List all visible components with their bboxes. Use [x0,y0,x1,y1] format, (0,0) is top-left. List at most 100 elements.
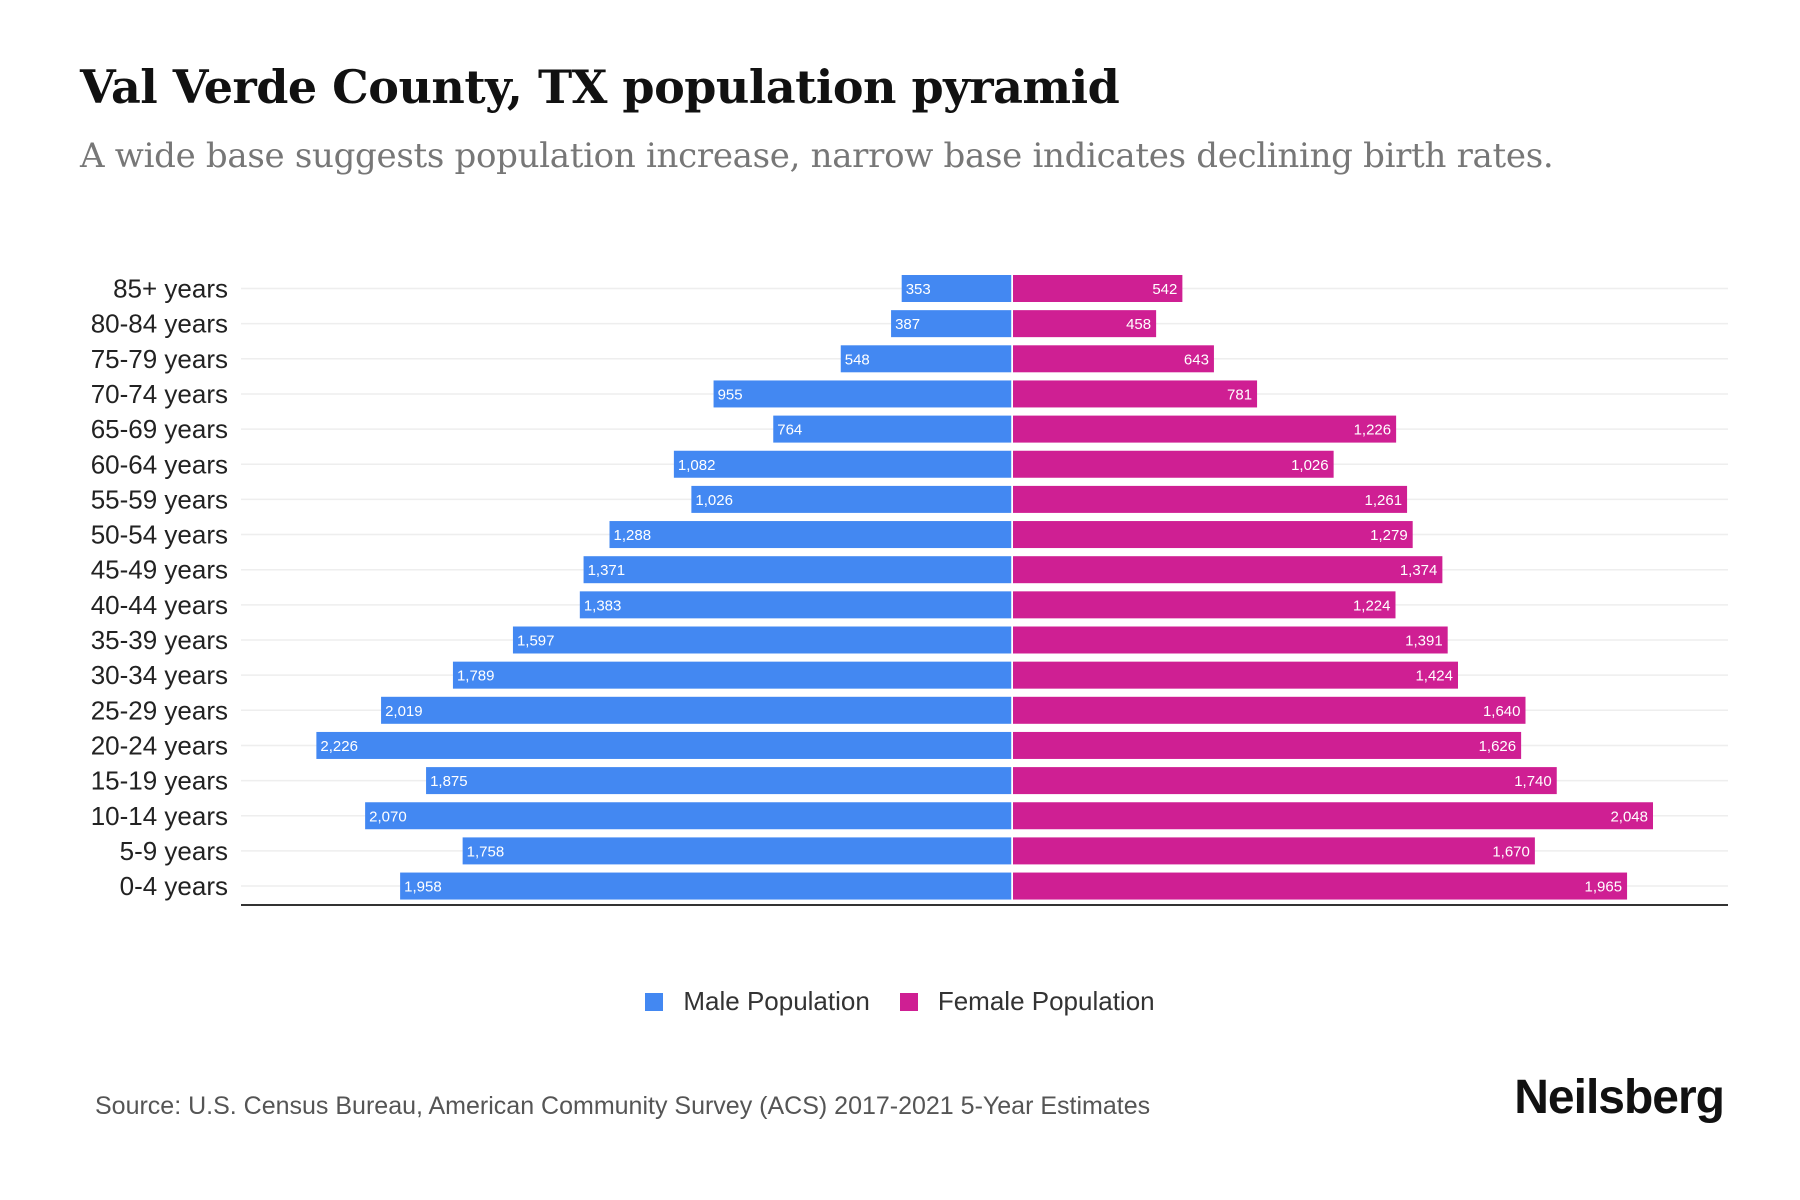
legend-item-female[interactable]: Female Population [899,986,1155,1017]
data-label-male: 2,019 [385,703,423,720]
bar-female [1013,767,1557,795]
data-label-female: 1,391 [1405,633,1443,650]
category-label: 10-14 years [91,801,228,831]
data-label-female: 643 [1184,351,1209,368]
bar-male [462,837,1012,865]
bar-female [1013,802,1653,830]
bar-male [579,591,1012,619]
category-label: 85+ years [113,274,228,304]
data-label-male: 1,758 [467,843,505,860]
bar-female [1013,415,1397,443]
bar-female [1013,872,1628,900]
data-label-male: 1,082 [678,457,716,474]
data-label-female: 1,965 [1585,879,1623,896]
data-label-male: 955 [718,386,743,403]
data-label-male: 764 [777,422,802,439]
category-label: 0-4 years [120,871,228,901]
bar-male [901,275,1012,302]
bar-male [609,521,1012,549]
bar-female [1013,591,1396,619]
bar-male [583,556,1012,584]
bar-male [773,415,1012,443]
category-label: 70-74 years [91,379,228,409]
legend-swatch-female [899,992,918,1011]
category-label: 55-59 years [91,484,228,514]
bar-female [1013,380,1258,408]
bar-female [1013,345,1214,373]
bar-male [673,450,1012,478]
data-label-male: 548 [845,351,870,368]
data-label-female: 1,224 [1353,597,1391,614]
brand-logo: Neilsberg [1514,1071,1725,1124]
bar-female [1013,275,1183,302]
chart-title: Val Verde County, TX population pyramid [80,60,1120,114]
category-label: 75-79 years [91,344,228,374]
category-label: 40-44 years [91,590,228,620]
data-label-male: 1,288 [614,527,652,544]
legend-swatch-male [645,992,664,1011]
bar-male [452,661,1012,689]
legend-label-male: Male Population [683,986,870,1016]
data-label-female: 1,640 [1483,703,1521,720]
category-label: 30-34 years [91,660,228,690]
data-label-female: 1,279 [1370,527,1408,544]
category-label: 20-24 years [91,730,228,760]
data-label-female: 1,670 [1492,843,1530,860]
data-label-female: 1,374 [1400,562,1438,579]
data-label-male: 1,383 [584,597,622,614]
legend: Male Population Female Population [0,986,1800,1017]
data-label-male: 1,026 [695,492,733,509]
category-label: 65-69 years [91,414,228,444]
category-label: 60-64 years [91,449,228,479]
category-label: 80-84 years [91,309,228,339]
data-label-male: 2,226 [320,738,358,755]
data-label-female: 1,626 [1479,738,1517,755]
bar-male [891,310,1012,338]
category-label: 25-29 years [91,695,228,725]
category-label: 15-19 years [91,766,228,796]
data-label-male: 1,789 [457,668,495,685]
bar-male [713,380,1012,408]
legend-item-male[interactable]: Male Population [645,986,870,1017]
data-label-female: 1,261 [1365,492,1403,509]
bar-female [1013,485,1408,513]
bar-male [381,696,1012,724]
bar-male [400,872,1012,900]
bar-male [426,767,1012,795]
data-label-female: 1,026 [1291,457,1329,474]
data-label-male: 1,875 [430,773,468,790]
bar-female [1013,626,1448,654]
data-label-female: 1,740 [1514,773,1552,790]
category-label: 50-54 years [91,520,228,550]
data-label-female: 458 [1126,316,1151,333]
data-label-male: 1,958 [404,879,442,896]
bar-female [1013,450,1334,478]
category-label: 45-49 years [91,555,228,585]
legend-label-female: Female Population [937,986,1155,1016]
category-label: 35-39 years [91,625,228,655]
data-label-male: 2,070 [369,808,407,825]
bar-female [1013,837,1535,865]
bar-male [691,485,1012,513]
bar-female [1013,661,1458,689]
data-label-female: 542 [1152,281,1177,298]
data-label-female: 781 [1227,386,1252,403]
source-note: Source: U.S. Census Bureau, American Com… [95,1092,1151,1120]
bar-female [1013,696,1526,724]
bar-male [512,626,1012,654]
data-label-male: 1,597 [517,633,555,650]
data-label-female: 2,048 [1610,808,1648,825]
bar-male [840,345,1012,373]
data-label-male: 353 [906,281,931,298]
data-label-male: 1,371 [588,562,626,579]
data-label-female: 1,226 [1354,422,1392,439]
bar-female [1013,521,1413,549]
population-pyramid-chart: 85+ years 353 542 80-84 years 387 458 75-79 ye… [91,274,1728,906]
category-label: 5-9 years [120,836,228,866]
bar-male [365,802,1012,830]
data-label-male: 387 [895,316,920,333]
bar-female [1013,731,1522,759]
bar-female [1013,310,1157,338]
bar-female [1013,556,1443,584]
data-label-female: 1,424 [1415,668,1453,685]
